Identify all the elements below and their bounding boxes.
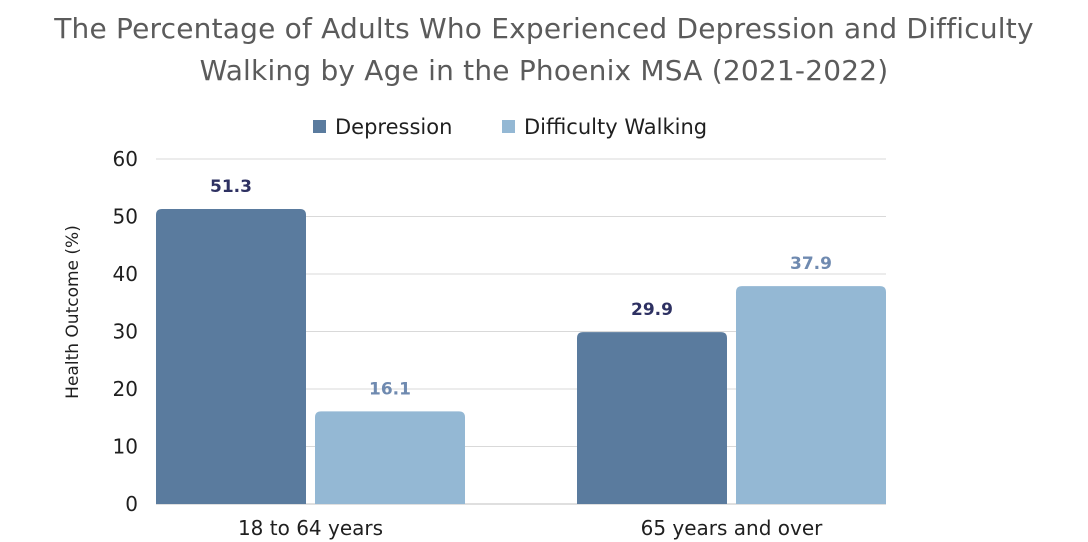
data-label-difficulty-walking-65-years-and-over: 37.9 xyxy=(790,254,832,274)
x-category-label: 65 years and over xyxy=(641,516,824,540)
legend-label-depression: Depression xyxy=(335,115,452,139)
chart-title-line-1: The Percentage of Adults Who Experienced… xyxy=(54,12,1034,45)
legend-swatch-depression xyxy=(313,120,326,133)
bar-difficulty-walking-65-years-and-over xyxy=(736,286,886,504)
y-tick-label: 40 xyxy=(113,262,138,286)
y-axis-ticks: 0 10 20 30 40 50 60 xyxy=(113,147,138,516)
data-label-depression-18-to-64-years: 51.3 xyxy=(210,177,252,197)
legend-swatch-difficulty-walking xyxy=(502,120,515,133)
bar-depression-18-to-64-years xyxy=(156,209,306,504)
y-tick-label: 0 xyxy=(125,492,138,516)
bar-difficulty-walking-18-to-64-years xyxy=(315,411,465,504)
y-tick-label: 60 xyxy=(113,147,138,171)
bar-depression-65-years-and-over xyxy=(577,332,727,504)
y-tick-label: 50 xyxy=(113,205,138,229)
x-category-label: 18 to 64 years xyxy=(238,516,383,540)
legend: Depression Difficulty Walking xyxy=(313,115,707,139)
y-tick-label: 20 xyxy=(113,377,138,401)
x-axis-categories: 18 to 64 years 65 years and over xyxy=(238,516,823,540)
legend-label-difficulty-walking: Difficulty Walking xyxy=(524,115,707,139)
chart-title: The Percentage of Adults Who Experienced… xyxy=(0,8,1088,92)
bars xyxy=(156,209,886,504)
chart-title-line-2: Walking by Age in the Phoenix MSA (2021-… xyxy=(199,54,889,87)
data-label-depression-65-years-and-over: 29.9 xyxy=(631,300,673,320)
y-axis-label: Health Outcome (%) xyxy=(63,225,83,399)
y-tick-label: 10 xyxy=(113,435,138,459)
y-tick-label: 30 xyxy=(113,320,138,344)
data-label-difficulty-walking-18-to-64-years: 16.1 xyxy=(369,379,411,399)
data-labels: 51.3 16.1 29.9 37.9 xyxy=(210,177,832,399)
